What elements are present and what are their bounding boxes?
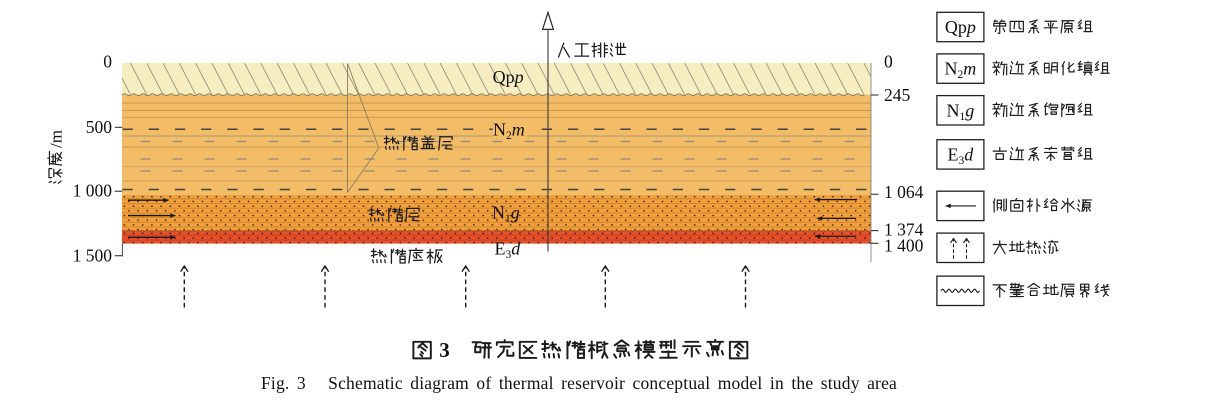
svg-text:Qpp: Qpp xyxy=(945,17,976,37)
svg-text:1 500: 1 500 xyxy=(73,245,113,265)
svg-text:1 064: 1 064 xyxy=(884,182,924,202)
svg-text:/m: /m xyxy=(46,130,65,148)
svg-text:E3d: E3d xyxy=(948,144,975,167)
svg-text:0: 0 xyxy=(884,52,893,72)
svg-text:3: 3 xyxy=(439,338,450,362)
svg-text:0: 0 xyxy=(103,51,112,71)
svg-text:N1g: N1g xyxy=(492,203,520,226)
svg-text:1 000: 1 000 xyxy=(73,181,113,201)
svg-text:N1g: N1g xyxy=(947,100,975,123)
svg-text:N2m: N2m xyxy=(493,119,525,142)
svg-text:245: 245 xyxy=(884,85,911,105)
svg-text:E3d: E3d xyxy=(495,239,522,262)
svg-text:N2m: N2m xyxy=(945,59,977,82)
svg-text:500: 500 xyxy=(86,117,113,137)
svg-text:1 400: 1 400 xyxy=(884,235,924,255)
svg-text:1 374: 1 374 xyxy=(884,219,924,239)
svg-text:Fig. 3 Schematic diagram of: Fig. 3 Schematic diagram of thermal rese… xyxy=(261,373,897,393)
svg-text:Qpp: Qpp xyxy=(493,67,524,87)
